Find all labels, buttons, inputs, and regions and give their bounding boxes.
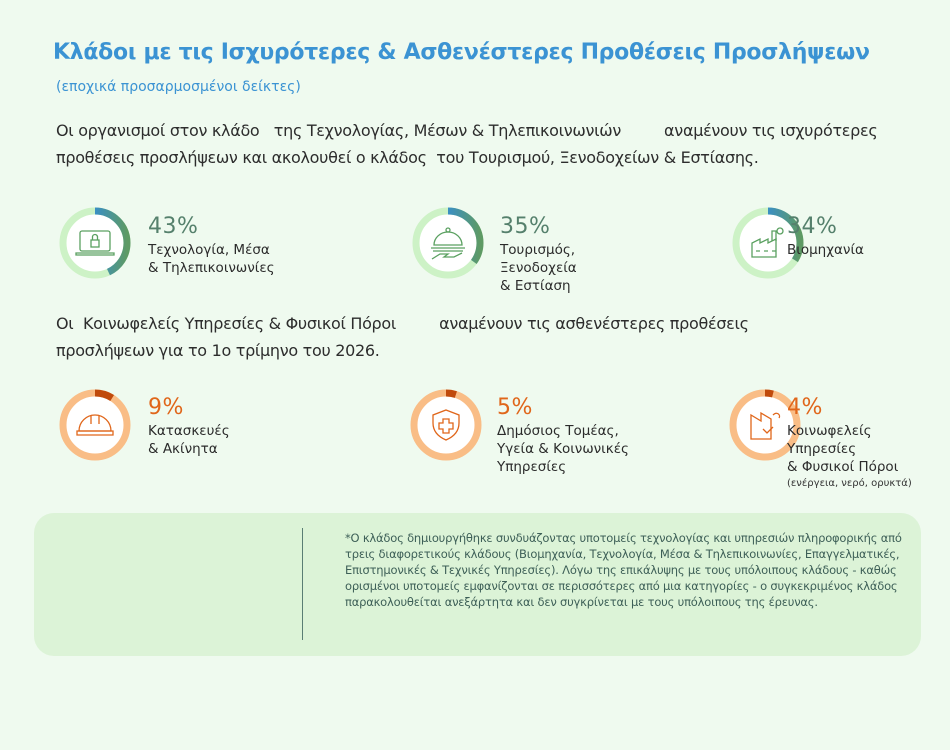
percentage-ring — [58, 388, 132, 462]
stat-percentage: 34% — [787, 214, 838, 239]
stat-percentage: 43% — [148, 214, 199, 239]
summary-line: προσλήψεων για το 1ο τρίμηνο του 2026. — [56, 341, 380, 360]
factory-icon — [751, 227, 784, 258]
stat-text: 9% Κατασκευές & Ακίνητα — [148, 395, 230, 458]
stat-label: Δημόσιος Τομέας, Υγεία & Κοινωνικές Υπηρ… — [497, 423, 629, 475]
ring-progress — [729, 389, 801, 461]
summary-line: προθέσεις προσλήψεων και ακολουθεί ο κλά… — [56, 148, 759, 167]
stat-text: 43% Τεχνολογία, Μέσα & Τηλεπικοινωνίες — [148, 214, 275, 277]
stat-note: (ενέργεια, νερό, ορυκτά) — [787, 478, 912, 489]
ring-track — [410, 389, 482, 461]
divider — [302, 528, 303, 640]
percentage-ring — [409, 388, 483, 462]
stat-label: Βιομηχανία — [787, 242, 864, 258]
percentage-ring — [411, 206, 485, 280]
stat-percentage: 9% — [148, 395, 184, 420]
stat-text: 34% Βιομηχανία — [787, 214, 864, 259]
strongest-summary: Οι οργανισμοί στον κλάδο της Τεχνολογίας… — [56, 117, 878, 171]
ring-progress — [59, 389, 131, 461]
stat-label: Κατασκευές & Ακίνητα — [148, 423, 230, 457]
stat-label: Κοινωφελείς Υπηρεσίες & Φυσικοί Πόροι — [787, 423, 899, 475]
ring-progress — [410, 389, 482, 461]
ring-progress — [732, 207, 804, 279]
utility-icon — [750, 411, 781, 440]
summary-line: Οι Κοινωφελείς Υπηρεσίες & Φυσικοί Πόροι… — [56, 314, 749, 333]
shield-cross-icon — [432, 409, 460, 441]
stat-text: 4% Κοινωφελείς Υπηρεσίες & Φυσικοί Πόροι (… — [787, 395, 912, 489]
percentage-ring — [731, 206, 805, 280]
stat-percentage: 4% — [787, 395, 823, 420]
percentage-ring — [58, 206, 132, 280]
stat-percentage: 5% — [497, 395, 533, 420]
ring-progress — [412, 207, 484, 279]
page-subtitle: (εποχικά προσαρμοσμένοι δείκτες) — [56, 79, 301, 95]
stat-label: Τεχνολογία, Μέσα & Τηλεπικοινωνίες — [148, 242, 275, 276]
ring-track — [59, 389, 131, 461]
summary-line: Οι οργανισμοί στον κλάδο της Τεχνολογίας… — [56, 121, 878, 140]
stat-text: 5% Δημόσιος Τομέας, Υγεία & Κοινωνικές Υπ… — [497, 395, 629, 476]
hardhat-icon — [76, 414, 114, 436]
percentage-ring — [728, 388, 802, 462]
ring-progress — [59, 207, 131, 279]
footnote-text: *Ο κλάδος δημιουργήθηκε συνδυάζοντας υπο… — [345, 531, 902, 609]
page-title: Κλάδοι με τις Ισχυρότερες & Ασθενέστερες… — [53, 40, 870, 65]
stat-percentage: 35% — [500, 214, 551, 239]
cloche-hand-icon — [431, 227, 465, 260]
stat-text: 35% Τουρισμός, Ξενοδοχεία & Εστίαση — [500, 214, 577, 295]
weakest-summary: Οι Κοινωφελείς Υπηρεσίες & Φυσικοί Πόροι… — [56, 310, 749, 364]
laptop-lock-icon — [75, 230, 115, 256]
stat-label: Τουρισμός, Ξενοδοχεία & Εστίαση — [500, 242, 577, 294]
footnote-panel — [34, 513, 921, 656]
